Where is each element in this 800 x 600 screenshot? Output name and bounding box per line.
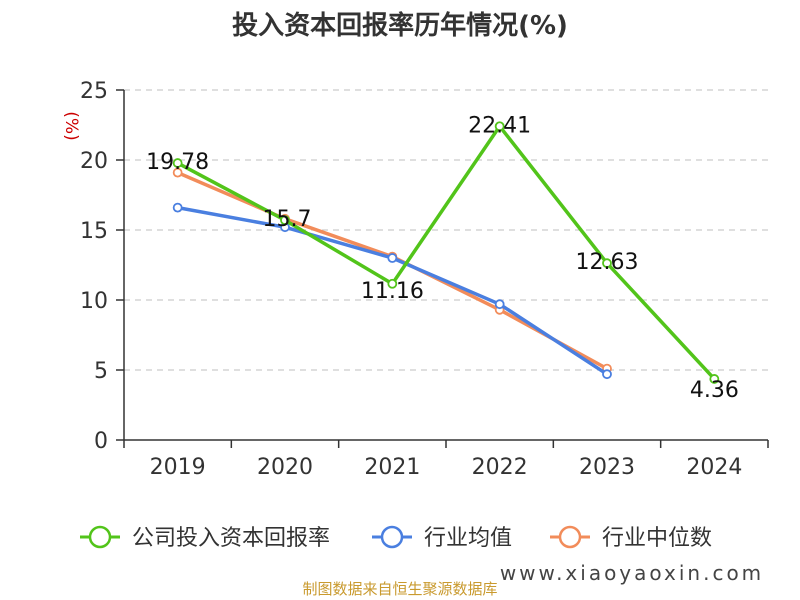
series-line-0 xyxy=(176,124,716,381)
y-axis-label: (%) xyxy=(61,111,81,140)
legend-marker-0 xyxy=(88,525,112,549)
x-tick-label: 2024 xyxy=(686,455,742,480)
data-labels: 19.78 15.7 11.16 22.41 12.63 4.36 xyxy=(146,113,739,403)
legend-marker-1 xyxy=(380,525,404,549)
x-tick-label: 2023 xyxy=(579,455,635,480)
data-point xyxy=(602,258,612,269)
y-tick-label: 5 xyxy=(94,359,108,384)
data-label: 4.36 xyxy=(690,378,739,403)
legend-label-2: 行业中位数 xyxy=(602,526,712,551)
data-point xyxy=(280,215,290,226)
data-point xyxy=(387,253,398,263)
x-tick-label: 2021 xyxy=(364,455,420,480)
y-tick-label: 25 xyxy=(80,79,108,104)
x-tick-label: 2022 xyxy=(472,455,528,480)
data-label: 15.7 xyxy=(263,207,312,232)
y-tick-label: 15 xyxy=(80,219,108,244)
data-point xyxy=(172,167,183,178)
y-tick-label: 0 xyxy=(94,429,108,454)
legend-label-0: 公司投入资本回报率 xyxy=(132,526,330,551)
watermark: www.xiaoyaoxin.com xyxy=(500,561,764,585)
data-point xyxy=(602,369,612,380)
data-point xyxy=(172,158,183,168)
y-tick-label: 10 xyxy=(80,289,108,314)
data-point xyxy=(172,202,183,213)
legend: 公司投入资本回报率 行业均值 行业中位数 xyxy=(80,525,712,551)
data-label: 19.78 xyxy=(146,150,209,175)
chart-title: 投入资本回报率历年情况(%) xyxy=(232,10,568,41)
series-line-2 xyxy=(176,170,608,371)
data-label: 11.16 xyxy=(361,279,424,304)
data-point xyxy=(709,374,720,384)
axes: 0 5 10 15 20 25 2019 2020 2021 2022 2023 2024 xyxy=(80,79,769,480)
data-label: 22.41 xyxy=(468,113,531,138)
data-point xyxy=(494,299,505,310)
series-lines xyxy=(172,121,720,384)
x-tick-label: 2019 xyxy=(150,455,206,480)
legend-label-1: 行业均值 xyxy=(424,526,512,551)
grid-lines xyxy=(124,89,768,371)
data-point xyxy=(494,121,505,132)
x-tick-label: 2020 xyxy=(257,455,313,480)
source-note: 制图数据来自恒生聚源数据库 xyxy=(302,580,497,598)
data-label: 12.63 xyxy=(576,250,639,275)
y-tick-label: 20 xyxy=(80,149,108,174)
legend-marker-2 xyxy=(558,525,582,549)
data-point xyxy=(387,278,398,289)
